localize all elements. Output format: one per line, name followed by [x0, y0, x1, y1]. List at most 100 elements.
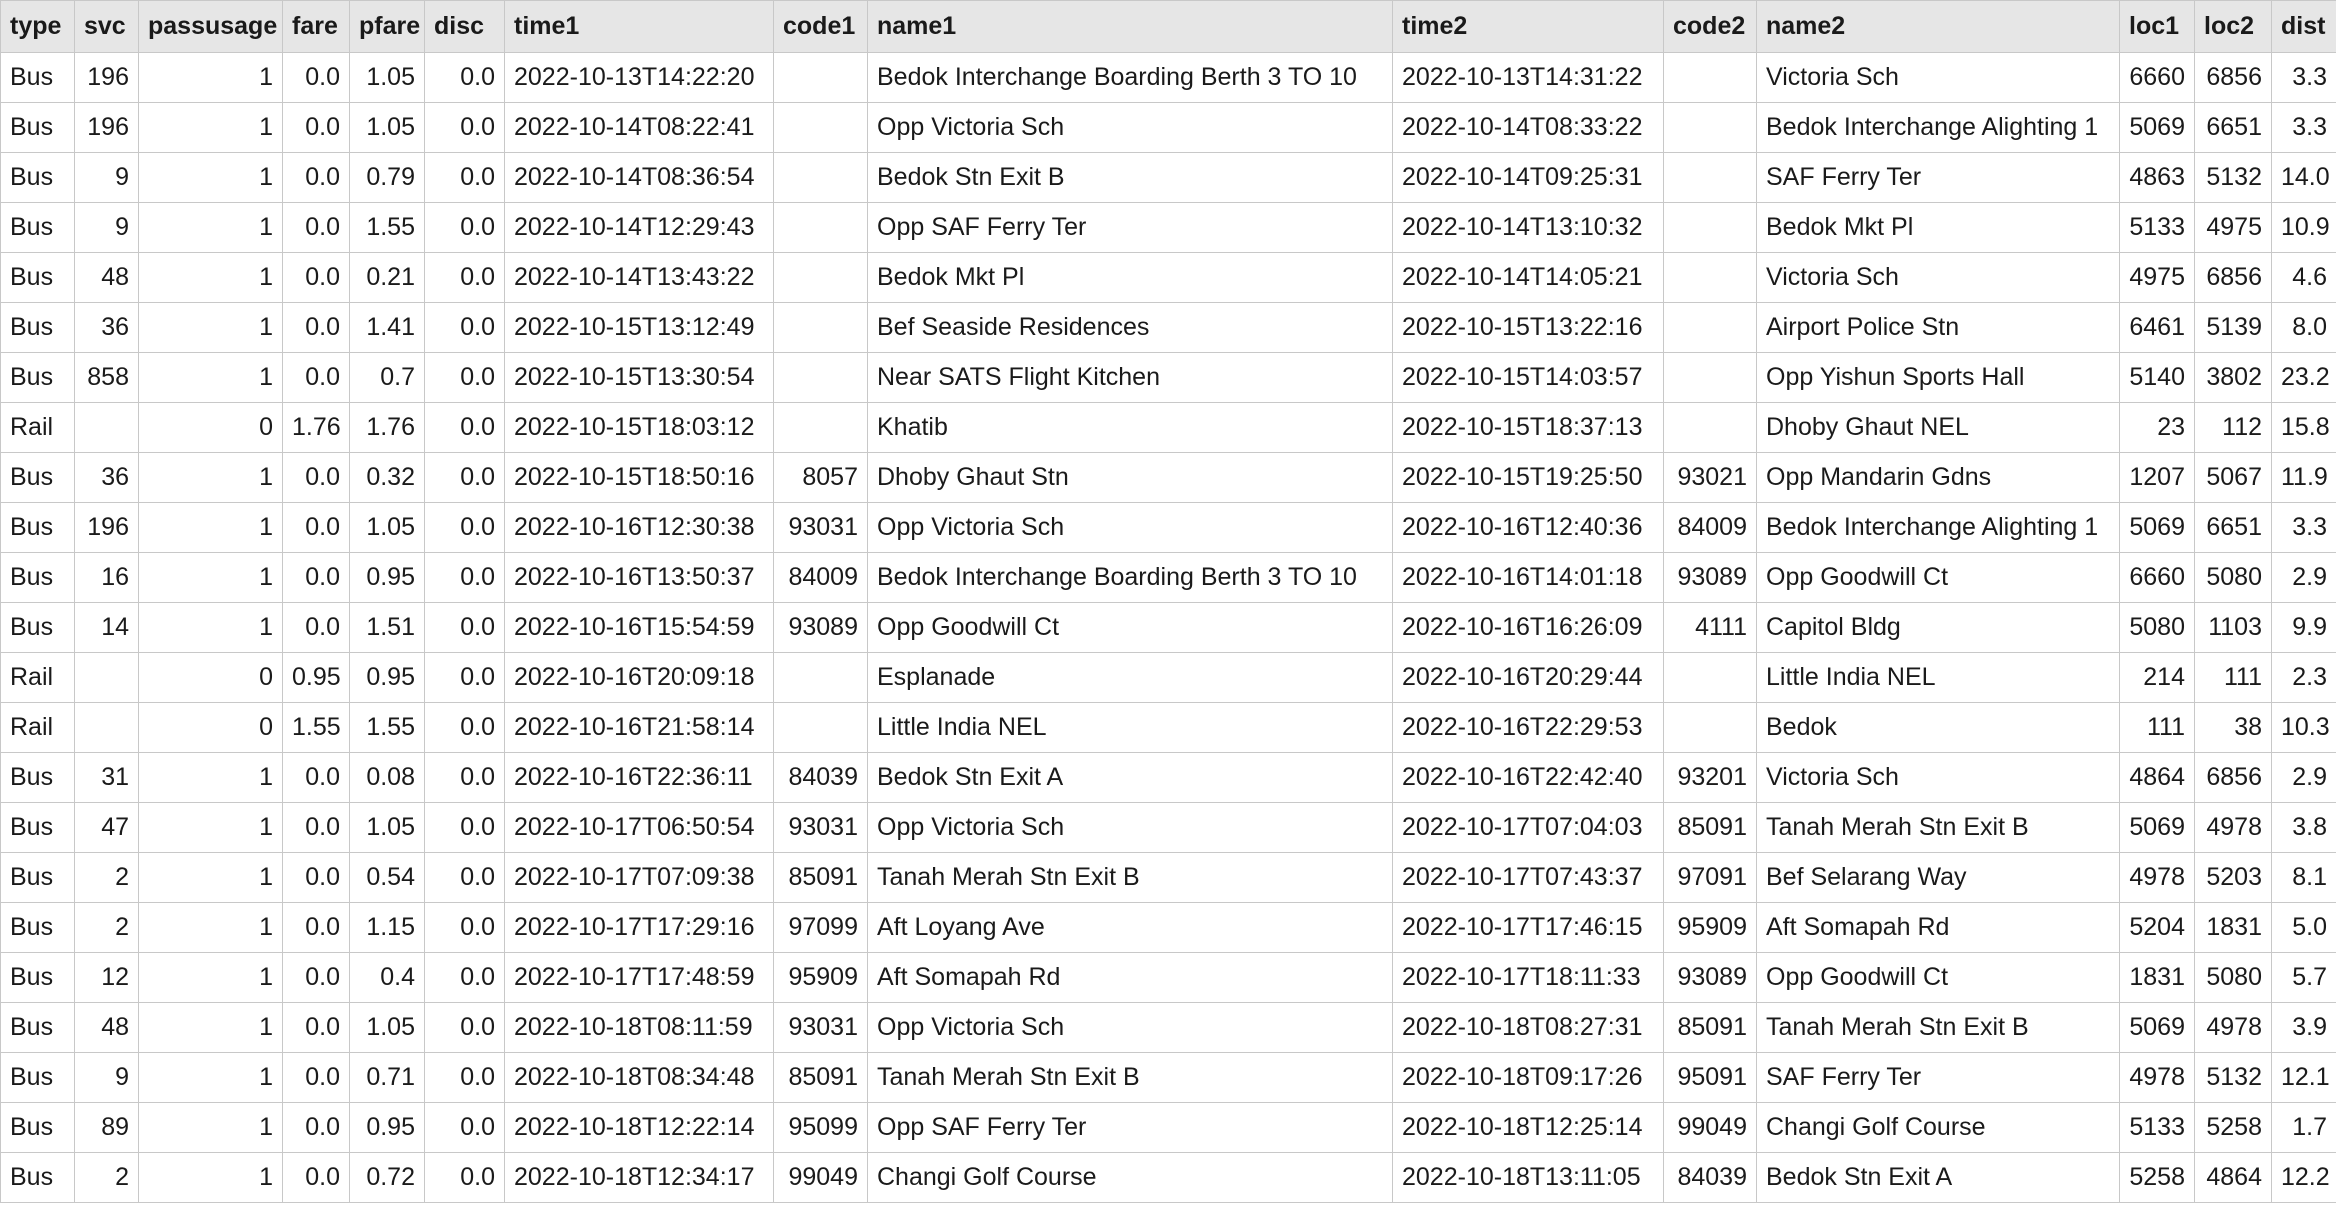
cell-code1[interactable]	[773, 652, 868, 703]
cell-svc[interactable]: 9	[74, 202, 139, 253]
cell-name2[interactable]: Little India NEL	[1756, 652, 2120, 703]
cell-code2[interactable]	[1663, 52, 1757, 103]
column-header-passusage[interactable]: passusage	[138, 0, 283, 53]
table-row[interactable]: Rail 0 1.76 1.76 0.0 2022-10-15T18:03:12 Khati…	[0, 402, 2336, 453]
cell-passusage[interactable]: 1	[138, 452, 283, 503]
cell-code1[interactable]: 93031	[773, 502, 868, 553]
cell-disc[interactable]: 0.0	[424, 152, 505, 203]
cell-name1[interactable]: Little India NEL	[867, 702, 1393, 753]
cell-disc[interactable]: 0.0	[424, 452, 505, 503]
cell-code1[interactable]: 8057	[773, 452, 868, 503]
cell-pfare[interactable]: 1.05	[349, 502, 425, 553]
cell-time1[interactable]: 2022-10-16T21:58:14	[504, 702, 774, 753]
cell-code2[interactable]	[1663, 152, 1757, 203]
cell-code2[interactable]: 95091	[1663, 1052, 1757, 1103]
cell-name1[interactable]: Opp Victoria Sch	[867, 502, 1393, 553]
cell-pfare[interactable]: 1.05	[349, 52, 425, 103]
cell-code1[interactable]	[773, 52, 868, 103]
cell-disc[interactable]: 0.0	[424, 1052, 505, 1103]
cell-time2[interactable]: 2022-10-15T14:03:57	[1392, 352, 1664, 403]
cell-type[interactable]: Bus	[0, 552, 75, 603]
cell-svc[interactable]: 2	[74, 902, 139, 953]
cell-svc[interactable]	[74, 402, 139, 453]
cell-svc[interactable]	[74, 652, 139, 703]
cell-disc[interactable]: 0.0	[424, 352, 505, 403]
cell-loc2[interactable]: 4975	[2194, 202, 2272, 253]
table-row[interactable]: Rail 0 1.55 1.55 0.0 2022-10-16T21:58:14 Littl…	[0, 702, 2336, 753]
cell-code1[interactable]	[773, 702, 868, 753]
cell-disc[interactable]: 0.0	[424, 1102, 505, 1153]
cell-name1[interactable]: Opp SAF Ferry Ter	[867, 202, 1393, 253]
cell-passusage[interactable]: 0	[138, 402, 283, 453]
cell-code2[interactable]: 85091	[1663, 802, 1757, 853]
cell-code1[interactable]: 84039	[773, 752, 868, 803]
cell-loc2[interactable]: 6651	[2194, 502, 2272, 553]
cell-name2[interactable]: Opp Goodwill Ct	[1756, 952, 2120, 1003]
cell-name1[interactable]: Bedok Mkt Pl	[867, 252, 1393, 303]
cell-name2[interactable]: Capitol Bldg	[1756, 602, 2120, 653]
cell-loc1[interactable]: 1831	[2119, 952, 2195, 1003]
cell-code1[interactable]	[773, 252, 868, 303]
cell-name2[interactable]: SAF Ferry Ter	[1756, 1052, 2120, 1103]
cell-pfare[interactable]: 1.05	[349, 802, 425, 853]
cell-code2[interactable]: 93021	[1663, 452, 1757, 503]
column-header-pfare[interactable]: pfare	[349, 0, 425, 53]
cell-pfare[interactable]: 1.51	[349, 602, 425, 653]
table-row[interactable]: Bus 12 1 0.0 0.4 0.0 2022-10-17T17:48:59 95909 A…	[0, 952, 2336, 1003]
cell-passusage[interactable]: 1	[138, 752, 283, 803]
cell-svc[interactable]: 48	[74, 1002, 139, 1053]
cell-name1[interactable]: Bedok Stn Exit A	[867, 752, 1393, 803]
cell-name1[interactable]: Bedok Interchange Boarding Berth 3 TO 10	[867, 552, 1393, 603]
cell-loc1[interactable]: 4975	[2119, 252, 2195, 303]
cell-fare[interactable]: 0.0	[282, 252, 350, 303]
cell-fare[interactable]: 0.0	[282, 1052, 350, 1103]
cell-loc1[interactable]: 6461	[2119, 302, 2195, 353]
cell-fare[interactable]: 1.55	[282, 702, 350, 753]
cell-dist[interactable]: 3.8	[2271, 802, 2336, 853]
cell-disc[interactable]: 0.0	[424, 1002, 505, 1053]
cell-pfare[interactable]: 1.41	[349, 302, 425, 353]
cell-disc[interactable]: 0.0	[424, 402, 505, 453]
cell-svc[interactable]: 9	[74, 1052, 139, 1103]
cell-loc2[interactable]: 1831	[2194, 902, 2272, 953]
cell-loc1[interactable]: 5069	[2119, 1002, 2195, 1053]
cell-fare[interactable]: 0.0	[282, 602, 350, 653]
cell-time1[interactable]: 2022-10-14T12:29:43	[504, 202, 774, 253]
cell-dist[interactable]: 4.6	[2271, 252, 2336, 303]
cell-dist[interactable]: 3.9	[2271, 1002, 2336, 1053]
cell-time1[interactable]: 2022-10-15T18:03:12	[504, 402, 774, 453]
cell-pfare[interactable]: 0.4	[349, 952, 425, 1003]
cell-loc2[interactable]: 5132	[2194, 1052, 2272, 1103]
cell-code1[interactable]: 97099	[773, 902, 868, 953]
cell-passusage[interactable]: 1	[138, 902, 283, 953]
cell-loc2[interactable]: 5139	[2194, 302, 2272, 353]
cell-type[interactable]: Bus	[0, 952, 75, 1003]
cell-fare[interactable]: 0.0	[282, 1102, 350, 1153]
cell-fare[interactable]: 0.95	[282, 652, 350, 703]
cell-loc2[interactable]: 5132	[2194, 152, 2272, 203]
cell-time1[interactable]: 2022-10-16T15:54:59	[504, 602, 774, 653]
cell-name2[interactable]: Opp Mandarin Gdns	[1756, 452, 2120, 503]
cell-passusage[interactable]: 0	[138, 702, 283, 753]
cell-time1[interactable]: 2022-10-16T22:36:11	[504, 752, 774, 803]
cell-fare[interactable]: 0.0	[282, 952, 350, 1003]
cell-passusage[interactable]: 1	[138, 952, 283, 1003]
cell-fare[interactable]: 0.0	[282, 802, 350, 853]
cell-loc2[interactable]: 112	[2194, 402, 2272, 453]
cell-fare[interactable]: 0.0	[282, 102, 350, 153]
cell-svc[interactable]: 47	[74, 802, 139, 853]
cell-pfare[interactable]: 0.08	[349, 752, 425, 803]
cell-passusage[interactable]: 1	[138, 52, 283, 103]
cell-loc2[interactable]: 6856	[2194, 252, 2272, 303]
cell-time2[interactable]: 2022-10-16T16:26:09	[1392, 602, 1664, 653]
cell-disc[interactable]: 0.0	[424, 602, 505, 653]
table-row[interactable]: Bus 9 1 0.0 0.79 0.0 2022-10-14T08:36:54 Bedok …	[0, 152, 2336, 203]
cell-loc2[interactable]: 6856	[2194, 52, 2272, 103]
cell-loc2[interactable]: 1103	[2194, 602, 2272, 653]
cell-svc[interactable]: 16	[74, 552, 139, 603]
cell-name2[interactable]: Tanah Merah Stn Exit B	[1756, 1002, 2120, 1053]
table-row[interactable]: Bus 2 1 0.0 0.54 0.0 2022-10-17T07:09:38 85091 T…	[0, 852, 2336, 903]
cell-type[interactable]: Bus	[0, 252, 75, 303]
cell-time1[interactable]: 2022-10-15T18:50:16	[504, 452, 774, 503]
column-header-disc[interactable]: disc	[424, 0, 505, 53]
